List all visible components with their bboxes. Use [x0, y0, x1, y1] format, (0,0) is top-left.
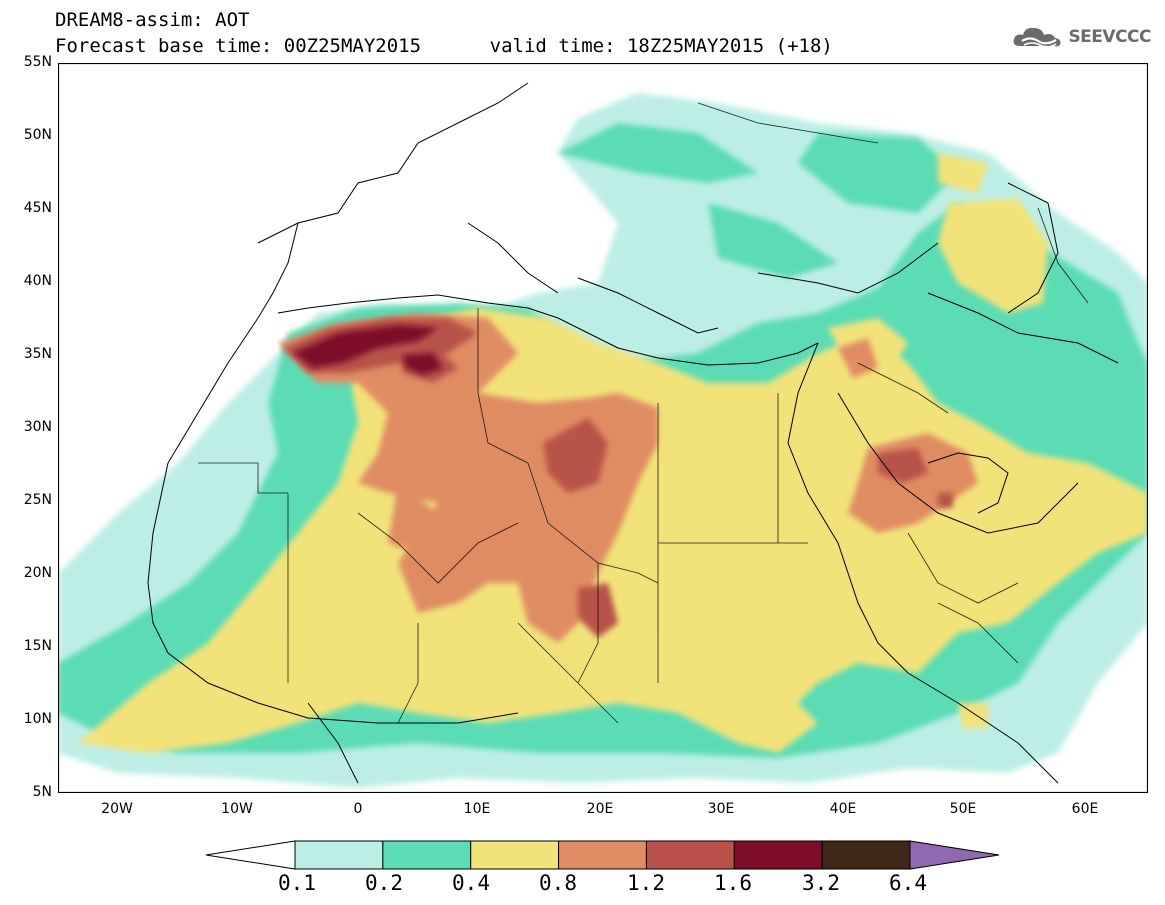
lon-label: 60E	[1071, 801, 1099, 817]
colorbar-label: 0.4	[452, 871, 490, 895]
seevccc-logo: SEEVCCC	[1012, 24, 1151, 50]
colorbar-under-triangle	[205, 840, 296, 870]
lon-label: 50E	[949, 801, 977, 817]
lon-label: 30E	[707, 801, 735, 817]
lat-label: 55N	[23, 54, 52, 70]
lon-label: 10E	[463, 801, 491, 817]
aot-level-1.6	[293, 325, 443, 375]
colorbar-label: 3.2	[802, 871, 840, 895]
colorbar	[205, 840, 1000, 870]
lon-label: 20E	[586, 801, 614, 817]
colorbar-label: 0.1	[278, 871, 316, 895]
colorbar-segment	[382, 840, 472, 870]
colorbar-label: 0.8	[539, 871, 577, 895]
lon-label: 0	[353, 801, 363, 817]
lat-label: 30N	[23, 419, 52, 435]
colorbar-label: 6.4	[889, 871, 927, 895]
forecast-time-subtitle: Forecast base time: 00Z25MAY2015 valid t…	[55, 35, 833, 57]
lat-label: 35N	[23, 346, 52, 362]
lat-label: 10N	[23, 711, 52, 727]
lat-label: 40N	[23, 273, 52, 289]
colorbar-segment	[733, 840, 823, 870]
colorbar-segment	[558, 840, 647, 870]
colorbar-segment	[645, 840, 735, 870]
lat-label: 5N	[32, 784, 52, 800]
country-borders	[198, 102, 1089, 724]
lat-label: 20N	[23, 565, 52, 581]
lat-label: 25N	[23, 492, 52, 508]
colorbar-label: 0.2	[365, 871, 403, 895]
lon-label: 20W	[101, 801, 133, 817]
colorbar-label: 1.6	[714, 871, 752, 895]
lon-label: 40E	[829, 801, 857, 817]
lat-label: 45N	[23, 200, 52, 216]
lat-label: 50N	[23, 127, 52, 143]
lat-label: 15N	[23, 638, 52, 654]
aot-map	[58, 63, 1148, 793]
cloud-icon	[1014, 27, 1061, 48]
colorbar-segment	[821, 840, 911, 870]
colorbar-segment	[470, 840, 560, 870]
logo-text: SEEVCCC	[1068, 27, 1151, 47]
colorbar-over-triangle	[909, 840, 1000, 870]
colorbar-label: 1.2	[627, 871, 665, 895]
colorbar-segment	[294, 840, 384, 870]
lon-label: 10W	[221, 801, 253, 817]
coastlines	[147, 82, 1119, 784]
map-title: DREAM8-assim: AOT	[55, 9, 250, 31]
map-border	[58, 63, 1148, 793]
